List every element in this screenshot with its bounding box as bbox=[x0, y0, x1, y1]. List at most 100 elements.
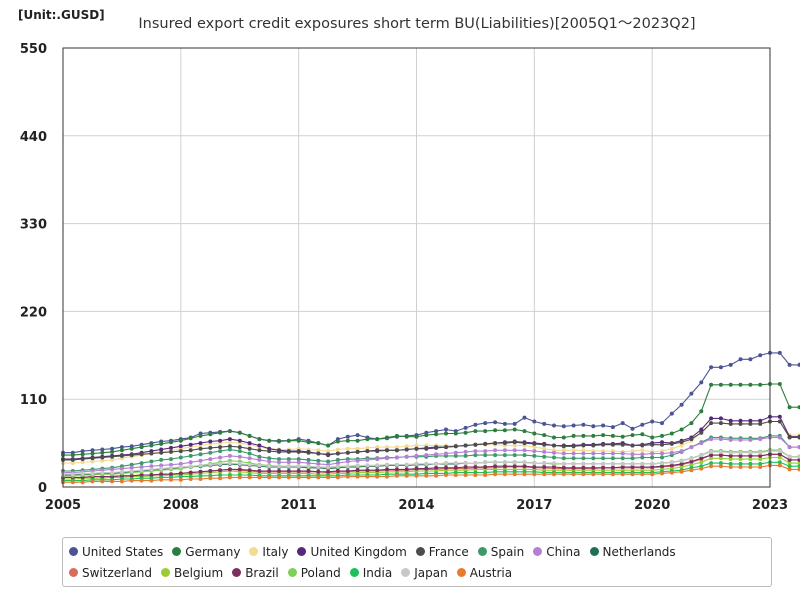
data-point bbox=[159, 457, 164, 462]
legend-item[interactable]: Spain bbox=[477, 541, 524, 562]
legend-item[interactable]: United Kingdom bbox=[297, 541, 407, 562]
data-point bbox=[483, 421, 488, 426]
data-point bbox=[797, 362, 800, 367]
data-point bbox=[296, 457, 301, 462]
data-point bbox=[404, 454, 409, 459]
data-point bbox=[296, 469, 301, 473]
data-point bbox=[394, 455, 399, 460]
data-point bbox=[100, 470, 105, 475]
data-point bbox=[728, 453, 733, 458]
data-point bbox=[208, 432, 213, 437]
data-point bbox=[119, 445, 124, 450]
legend-item[interactable]: France bbox=[415, 541, 469, 562]
data-point bbox=[188, 464, 193, 469]
data-point bbox=[738, 382, 743, 387]
data-point bbox=[316, 461, 321, 466]
legend-item[interactable]: China bbox=[533, 541, 581, 562]
data-point bbox=[365, 457, 370, 462]
data-point bbox=[512, 443, 517, 448]
data-point bbox=[444, 427, 448, 432]
legend-item[interactable]: Japan bbox=[401, 562, 448, 583]
data-point bbox=[532, 449, 537, 454]
data-point bbox=[797, 435, 800, 440]
data-point bbox=[522, 429, 527, 434]
data-point bbox=[247, 446, 252, 451]
data-point bbox=[90, 456, 95, 461]
data-point bbox=[227, 447, 232, 452]
data-point bbox=[630, 461, 635, 466]
data-point bbox=[502, 428, 507, 433]
data-point bbox=[709, 449, 714, 454]
legend-item[interactable]: United States bbox=[69, 541, 163, 562]
data-point bbox=[620, 456, 625, 461]
data-point bbox=[277, 469, 281, 473]
data-point bbox=[434, 452, 439, 457]
data-point bbox=[198, 463, 203, 468]
data-point bbox=[129, 469, 134, 473]
data-point bbox=[316, 458, 321, 463]
data-point bbox=[178, 444, 183, 449]
data-point bbox=[237, 461, 242, 466]
data-point bbox=[453, 473, 458, 477]
data-point bbox=[522, 464, 527, 469]
data-point bbox=[169, 457, 173, 462]
data-point bbox=[296, 464, 301, 469]
data-point bbox=[542, 461, 547, 466]
legend-item[interactable]: India bbox=[349, 562, 392, 583]
data-point bbox=[522, 460, 527, 465]
legend-item[interactable]: Brazil bbox=[232, 562, 279, 583]
data-point bbox=[100, 455, 105, 460]
data-point bbox=[493, 460, 498, 465]
data-point bbox=[699, 409, 704, 414]
data-point bbox=[227, 444, 232, 449]
legend-item[interactable]: Germany bbox=[172, 541, 240, 562]
data-point bbox=[571, 451, 576, 456]
y-tick-label: 110 bbox=[20, 393, 47, 408]
data-point bbox=[119, 469, 124, 474]
data-point bbox=[394, 445, 399, 450]
data-point bbox=[257, 454, 262, 459]
data-point bbox=[630, 456, 635, 461]
data-point bbox=[404, 473, 409, 478]
data-point bbox=[178, 455, 183, 460]
data-point bbox=[709, 416, 714, 421]
data-point bbox=[552, 423, 556, 428]
data-point bbox=[267, 464, 272, 469]
data-point bbox=[797, 464, 800, 469]
legend-item[interactable]: Netherlands bbox=[589, 541, 676, 562]
data-point bbox=[679, 458, 684, 463]
data-point bbox=[728, 421, 733, 426]
series-layer bbox=[61, 350, 800, 485]
legend-label: France bbox=[428, 544, 469, 559]
data-point bbox=[699, 460, 704, 465]
data-point bbox=[552, 435, 556, 440]
legend-item[interactable]: Austria bbox=[456, 562, 512, 583]
data-point bbox=[444, 473, 448, 477]
data-point bbox=[237, 430, 242, 435]
data-point bbox=[483, 441, 488, 446]
data-point bbox=[385, 445, 389, 450]
legend-item[interactable]: Italy bbox=[249, 541, 288, 562]
data-point bbox=[90, 451, 95, 456]
data-point bbox=[306, 464, 311, 469]
data-point bbox=[463, 443, 468, 448]
legend-item[interactable]: Poland bbox=[287, 562, 341, 583]
data-point bbox=[159, 477, 164, 482]
legend-marker-icon bbox=[401, 568, 411, 577]
data-point bbox=[601, 456, 606, 461]
data-point bbox=[561, 456, 566, 461]
data-point bbox=[699, 453, 704, 458]
data-point bbox=[777, 414, 782, 419]
data-point bbox=[100, 447, 105, 452]
data-point bbox=[257, 475, 262, 480]
data-point bbox=[512, 440, 517, 445]
data-point bbox=[375, 457, 380, 462]
data-point bbox=[90, 448, 95, 453]
data-point bbox=[178, 465, 183, 469]
data-point bbox=[286, 457, 291, 462]
legend-item[interactable]: Belgium bbox=[161, 562, 223, 583]
data-point bbox=[414, 473, 419, 478]
data-point bbox=[119, 448, 124, 453]
legend-item[interactable]: Switzerland bbox=[69, 562, 152, 583]
